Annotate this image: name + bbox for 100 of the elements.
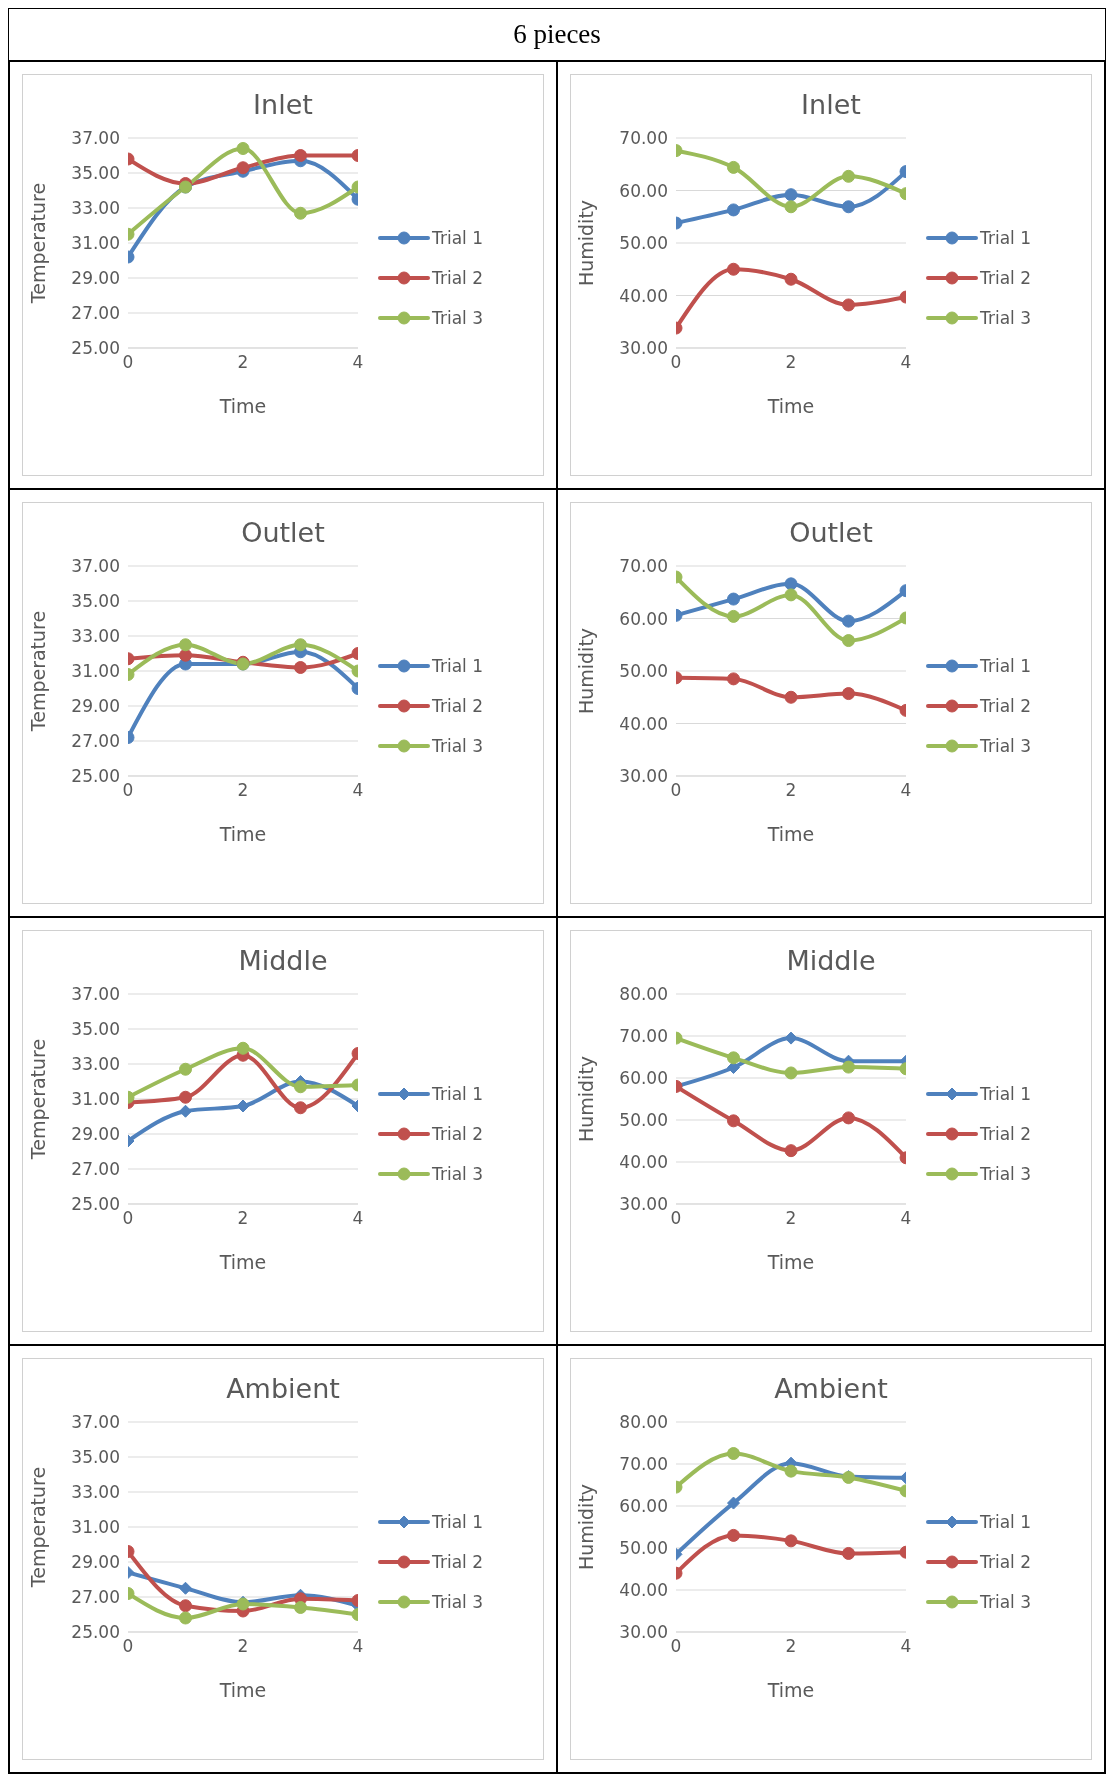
point [236, 142, 250, 155]
y-tick-label: 40.00 [619, 713, 668, 734]
legend-label: Trial 1 [980, 656, 1031, 676]
x-tick-label: 2 [785, 780, 797, 801]
point [842, 298, 856, 312]
y-tick-label: 27.00 [71, 1159, 120, 1180]
point [784, 690, 798, 704]
y-axis-title: Humidity [574, 627, 597, 715]
y-tick-label: 30.00 [619, 766, 668, 787]
y-tick-label: 25.00 [71, 766, 120, 787]
x-tick-label: 4 [900, 1636, 912, 1657]
legend-label: Trial 3 [432, 1592, 483, 1612]
legend-label: Trial 3 [980, 1164, 1031, 1184]
x-tick-label: 0 [670, 1636, 682, 1657]
y-tick-label: 35.00 [71, 591, 120, 612]
text: 6 pieces [9, 9, 1105, 61]
y-tick-label: 37.00 [71, 1412, 120, 1433]
y-tick-label: 35.00 [71, 163, 120, 184]
point [842, 1111, 856, 1125]
y-tick-label: 31.00 [71, 661, 120, 682]
legend-label: Trial 1 [980, 1084, 1031, 1104]
y-tick-label: 50.00 [619, 233, 668, 254]
y-tick-label: 50.00 [619, 661, 668, 682]
y-tick-label: 27.00 [71, 1587, 120, 1608]
point [727, 160, 741, 174]
point [842, 1546, 856, 1560]
y-tick-label: 30.00 [619, 338, 668, 359]
x-tick-label: 2 [237, 352, 249, 373]
y-tick-label: 80.00 [619, 1412, 668, 1433]
x-tick-label: 2 [237, 1636, 249, 1657]
point [294, 206, 308, 220]
point [727, 1114, 741, 1128]
x-tick-label: 2 [785, 1636, 797, 1657]
x-tick-label: 0 [670, 352, 682, 373]
y-tick-label: 37.00 [71, 128, 120, 149]
legend-label: Trial 2 [432, 696, 483, 716]
x-axis-title: Time [218, 395, 267, 417]
point [294, 1101, 308, 1115]
point [179, 1090, 193, 1104]
point [842, 200, 856, 214]
legend-label: Trial 3 [980, 1592, 1031, 1612]
legend-label: Trial 1 [432, 228, 483, 248]
y-tick-label: 29.00 [71, 268, 120, 289]
point [784, 1534, 798, 1548]
x-tick-label: 0 [670, 780, 682, 801]
y-tick-label: 27.00 [71, 303, 120, 324]
y-tick-label: 40.00 [619, 1152, 668, 1173]
y-axis-title: Temperature [26, 610, 49, 733]
x-tick-label: 4 [900, 1208, 912, 1229]
y-tick-label: 37.00 [71, 556, 120, 577]
y-tick-label: 80.00 [619, 984, 668, 1005]
y-tick-label: 40.00 [619, 285, 668, 306]
legend-label: Trial 3 [980, 308, 1031, 328]
x-tick-label: 4 [352, 352, 364, 373]
chart-title: Outlet [240, 517, 326, 548]
legend-label: Trial 2 [980, 268, 1031, 288]
legend-label: Trial 2 [432, 268, 483, 288]
y-tick-label: 29.00 [71, 1552, 120, 1573]
point [294, 1080, 308, 1094]
point [294, 1601, 308, 1614]
point [236, 1099, 250, 1113]
y-tick-label: 33.00 [71, 1482, 120, 1503]
x-axis-title: Time [766, 395, 815, 417]
y-tick-label: 35.00 [71, 1019, 120, 1040]
legend-label: Trial 1 [432, 1084, 483, 1104]
point [842, 614, 856, 628]
x-tick-label: 4 [900, 780, 912, 801]
legend-label: Trial 2 [980, 696, 1031, 716]
point [179, 1599, 193, 1613]
legend-label: Trial 3 [432, 1164, 483, 1184]
legend-label: Trial 1 [432, 656, 483, 676]
x-tick-label: 4 [352, 1208, 364, 1229]
point [179, 1611, 193, 1625]
y-axis-title: Humidity [574, 199, 597, 287]
y-tick-label: 31.00 [71, 233, 120, 254]
point [727, 592, 741, 606]
chart-title: Ambient [773, 1373, 889, 1404]
x-tick-label: 4 [352, 780, 364, 801]
point [727, 1528, 741, 1542]
point [294, 149, 308, 162]
x-axis-title: Time [218, 1679, 267, 1701]
chart-title: Middle [237, 945, 329, 976]
y-tick-label: 25.00 [71, 338, 120, 359]
legend-label: Trial 2 [432, 1124, 483, 1144]
y-tick-label: 30.00 [619, 1622, 668, 1643]
chart-title: Ambient [225, 1373, 341, 1404]
legend-label: Trial 1 [980, 1512, 1031, 1532]
point [784, 1066, 798, 1080]
y-tick-label: 70.00 [619, 128, 668, 149]
point [727, 262, 741, 276]
point [236, 1041, 250, 1055]
y-tick-label: 30.00 [619, 1194, 668, 1215]
y-tick-label: 60.00 [619, 180, 668, 201]
legend-label: Trial 1 [980, 228, 1031, 248]
point [294, 638, 308, 652]
x-tick-label: 0 [122, 352, 134, 373]
y-tick-label: 70.00 [619, 1026, 668, 1047]
x-axis-title: Time [766, 1679, 815, 1701]
y-tick-label: 27.00 [71, 731, 120, 752]
point [784, 1464, 798, 1478]
